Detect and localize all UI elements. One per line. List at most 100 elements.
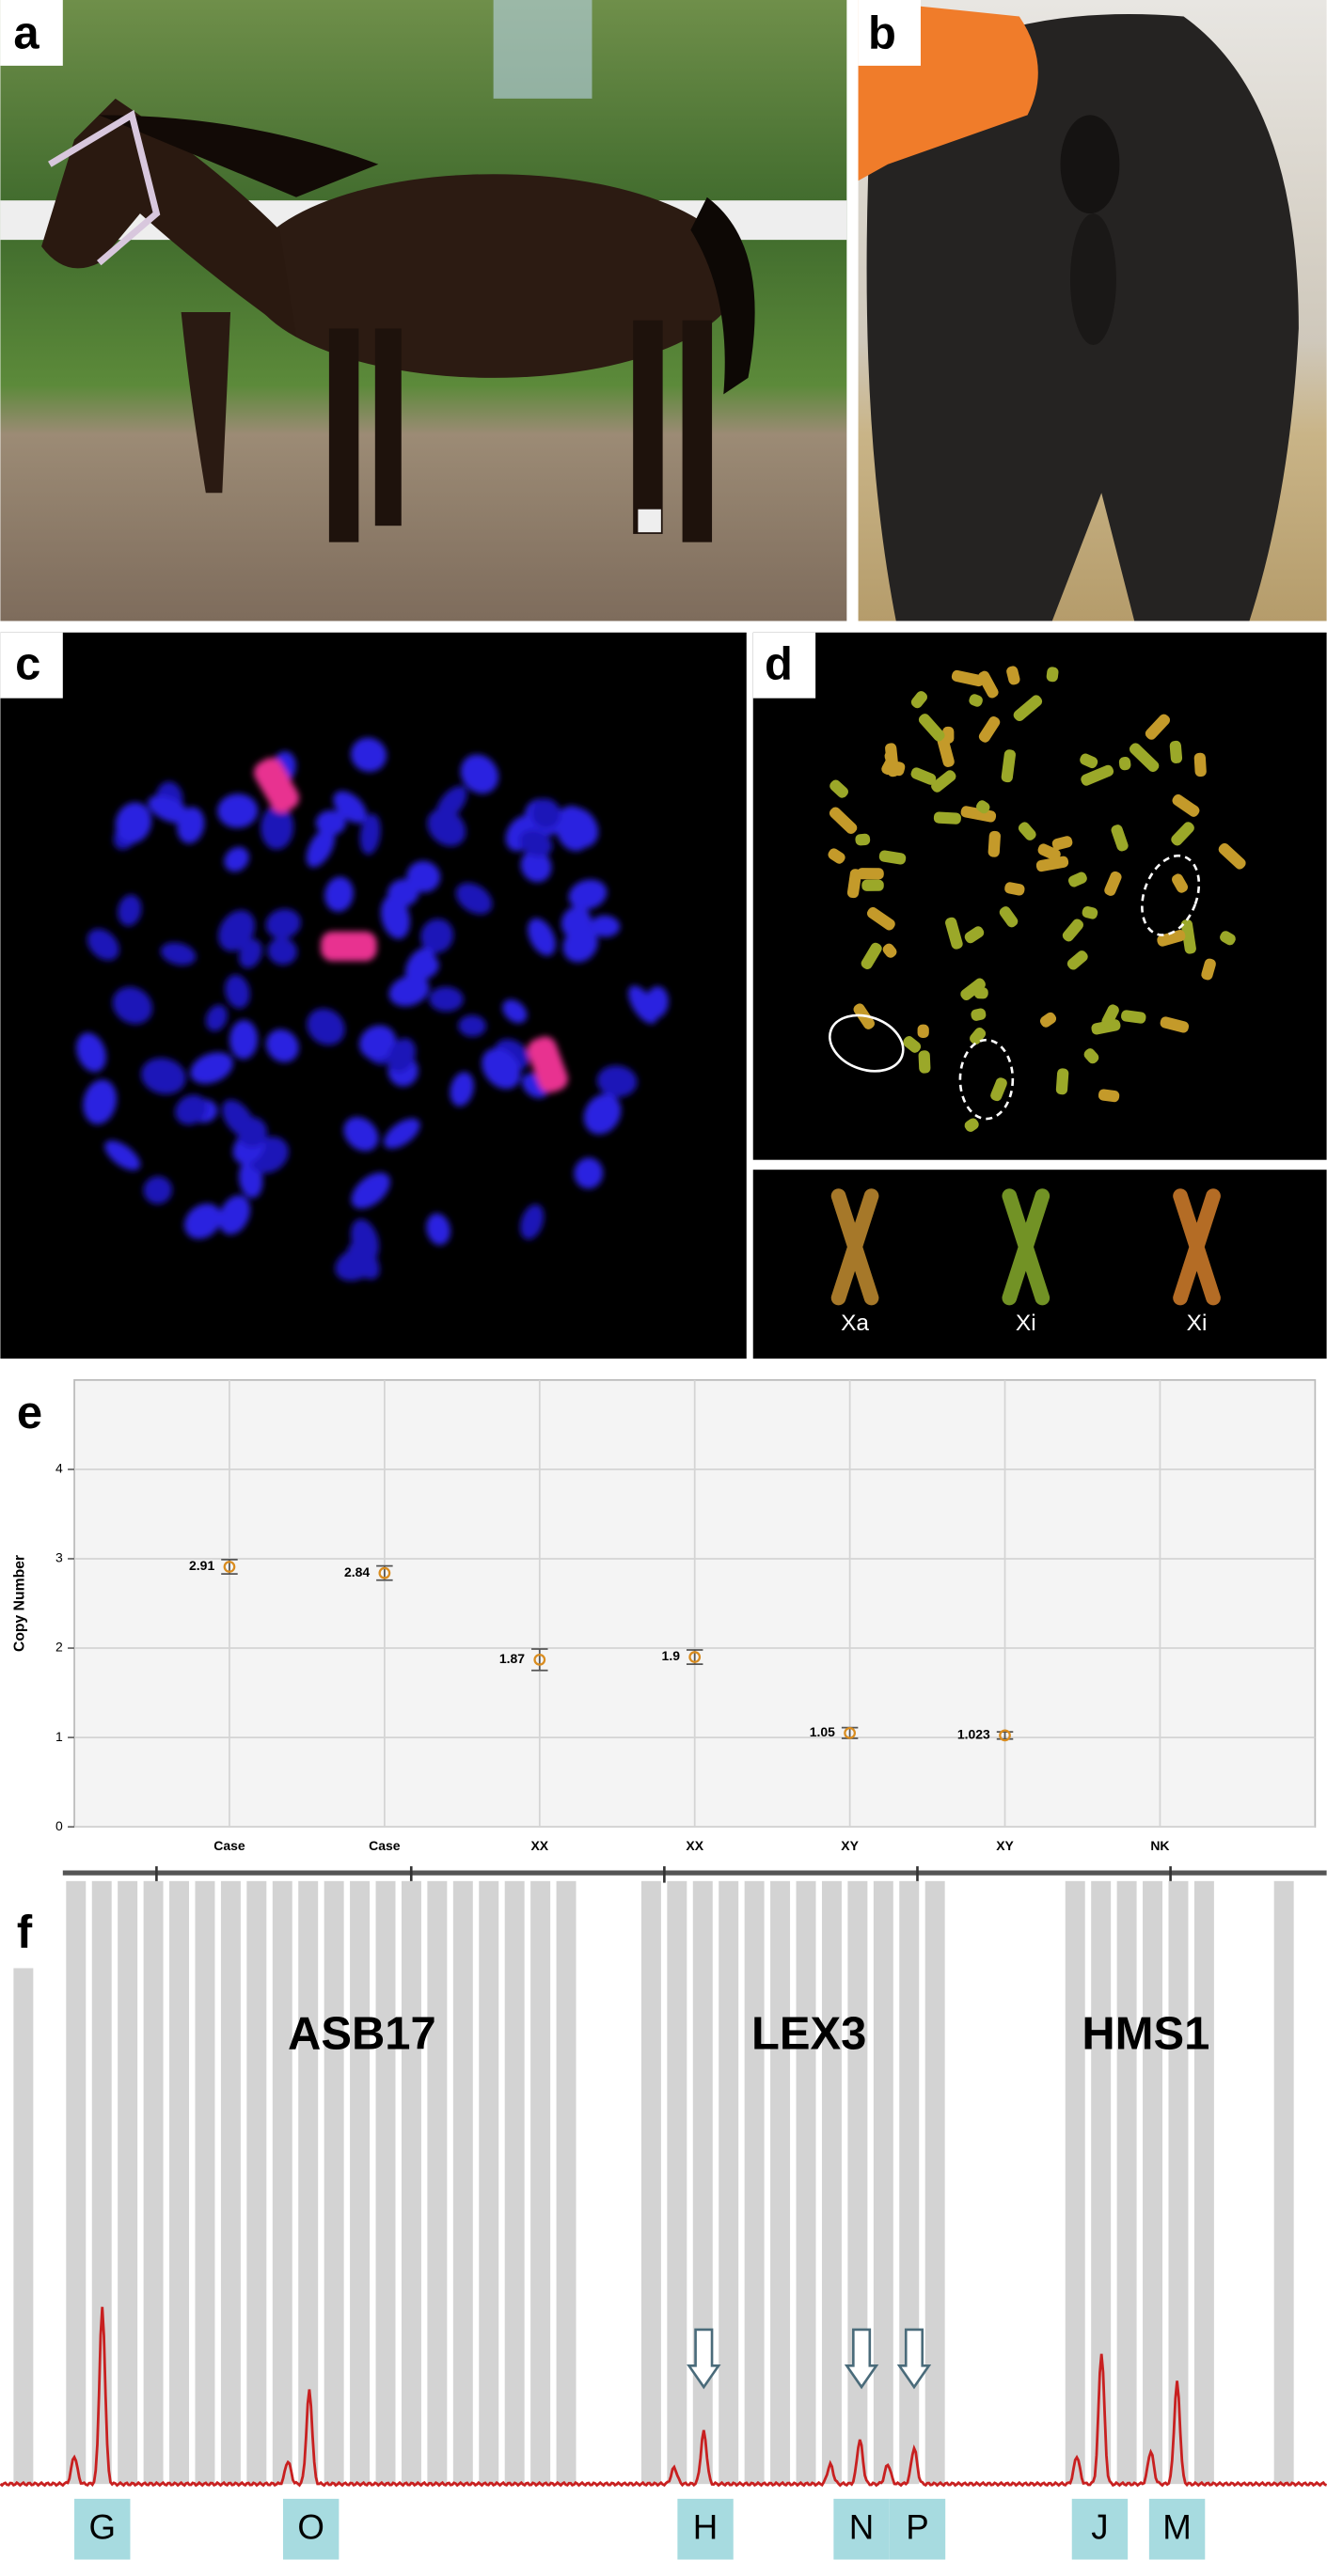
bin [272,1880,292,2485]
chromosome [76,1032,106,1073]
bin [556,1880,577,2485]
bin [169,1880,190,2485]
chromosome [987,830,1001,857]
chromosome [933,811,961,825]
chromosome [893,762,906,777]
inset-label: Xi [1016,1311,1036,1336]
chromosome [190,1052,233,1084]
x-tick-label: XX [530,1838,548,1853]
chromosome [1066,950,1088,970]
inset-label: Xi [1187,1311,1208,1336]
chromosome [175,1094,208,1125]
chromosome [881,758,896,776]
chromosome [502,999,528,1024]
chromosome [555,806,592,852]
chromosome [1051,836,1073,851]
peak-label: J [1091,2508,1108,2547]
bin [1168,1880,1189,2485]
bin [530,1880,551,2485]
bin [66,1880,87,2485]
chromosome [1091,1019,1121,1035]
chromosome [1101,1004,1119,1028]
chromosome [878,850,907,865]
x-tick-label: NK [1150,1838,1169,1853]
chromosome [351,1172,390,1209]
panel-e-chart: Copy Number 0 1 2 3 4 Case 2.91 Case 2.84 XX 1.87 X… [12,1378,1317,1853]
bin [452,1880,473,2485]
chromosome [104,1140,141,1170]
panel-label: e [17,1388,42,1438]
bin [796,1880,816,2485]
chromosome [945,917,963,950]
chromosome [1098,1089,1120,1103]
arrow [896,2328,932,2390]
bin [401,1880,421,2485]
chromosome [217,793,259,828]
bin [899,1880,920,2485]
chromosome [177,807,205,844]
value-label: 1.87 [499,1651,525,1666]
panel-a-photo [0,0,847,621]
chromosome [351,737,387,773]
y-tick-label: 3 [55,1550,63,1565]
chromosome [1083,1048,1099,1064]
chromosome [951,669,985,687]
panel-labels: a b c d e f [0,8,896,1958]
panel-d-inset-labels: Xa Xi Xi [841,1311,1207,1336]
arrow [687,2328,721,2390]
chromosome [335,1248,377,1281]
labelled-chromosome [321,931,377,962]
chromosome [160,942,197,966]
peak-box [282,2498,340,2560]
arrow [844,2328,879,2390]
bin [770,1880,791,2485]
chromosome [1018,822,1036,840]
bin [640,1880,661,2485]
trace [0,2306,1327,2488]
chromosome [1160,1016,1190,1033]
x-tick-label: Case [369,1838,401,1853]
peak-box [74,2498,131,2560]
panel-label: a [13,8,39,58]
chromosome [568,879,608,910]
value-label: 1.05 [810,1724,835,1739]
chromosome [265,908,301,939]
data-point [378,1566,391,1579]
value-label: 2.91 [189,1558,214,1573]
bin [143,1880,164,2485]
chromosome [384,1118,420,1149]
chromosome [450,1072,474,1107]
chromosome [1172,793,1200,817]
bin [375,1880,396,2485]
chromosome [1169,740,1183,763]
chromosome [1035,856,1069,872]
chromosome [976,800,990,814]
bin [1065,1880,1085,2485]
chromosome [1129,743,1160,773]
chromosome [866,906,895,931]
chromosome [969,694,983,707]
chromosome [857,868,884,880]
chromosome [238,938,262,968]
chromosome [1006,666,1020,685]
bin [692,1880,713,2485]
chromosome [460,754,499,794]
chromosome [1081,764,1114,786]
chromosome [519,829,553,857]
panel-f-genes: ASB17 LEX3 HMS1 [288,2009,1209,2060]
data-point [688,1651,702,1663]
bin [118,1880,138,2485]
chromosome [359,1025,397,1060]
peak-box [1148,2498,1206,2560]
chromosome [917,1024,929,1039]
chromosome [482,1047,521,1090]
chromosome [184,1203,222,1239]
chromosome [1039,1012,1057,1028]
bin [479,1880,499,2485]
chromosome [574,1157,604,1189]
chromosome [828,848,845,864]
peak-box [889,2498,946,2560]
error-bar [996,1731,1014,1740]
chromosome [937,734,955,767]
gene-label: HMS1 [1082,2009,1209,2060]
